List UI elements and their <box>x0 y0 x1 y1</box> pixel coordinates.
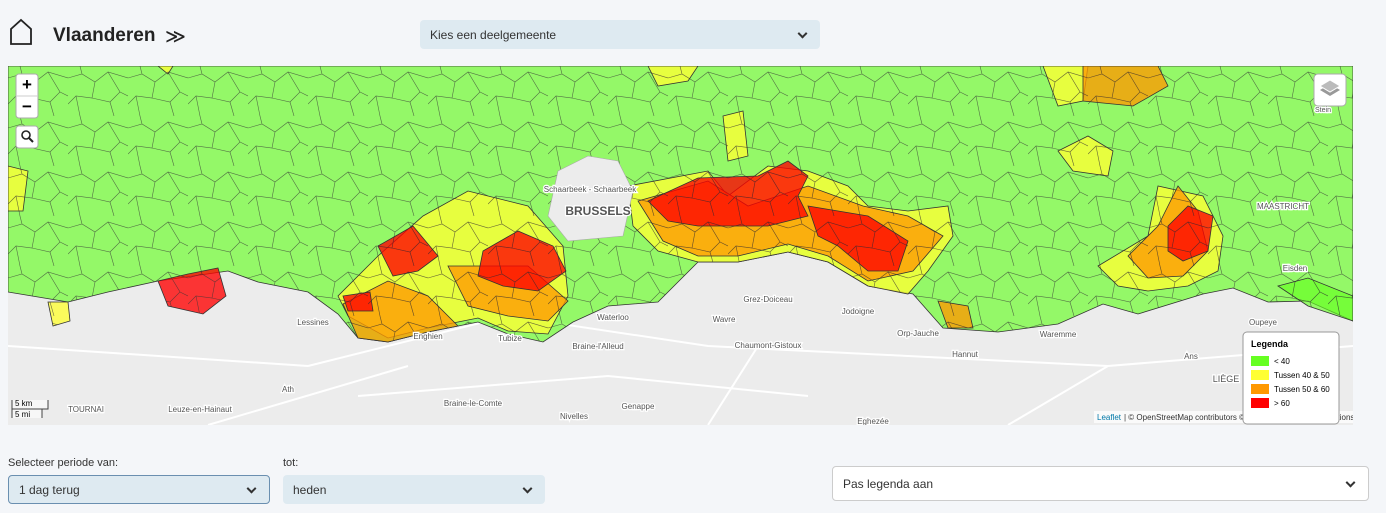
region-borders <box>938 301 973 328</box>
from-label: Selecteer periode van: <box>8 457 119 469</box>
place-label: MAASTRICHT <box>1257 202 1309 211</box>
place-label: Nivelles <box>560 412 588 421</box>
legend-label: > 60 <box>1274 399 1290 408</box>
region-borders <box>808 206 908 271</box>
place-label: Genappe <box>622 402 655 411</box>
legend-label: Tussen 50 & 60 <box>1274 385 1330 394</box>
select-text: Pas legenda aan <box>843 476 934 491</box>
legend-swatch <box>1251 398 1269 408</box>
region-borders <box>648 161 808 226</box>
map[interactable]: BRUSSELS Schaarbeek - Schaarbeek MAASTRICH… <box>8 66 1353 425</box>
attribution: | © OpenStreetMap contributors © CartoDB… <box>1124 413 1353 422</box>
to-select[interactable]: heden <box>283 475 545 504</box>
region-borders <box>1058 136 1113 176</box>
attribution-leaflet[interactable]: Leaflet <box>1097 413 1122 422</box>
place-label: Braine-l'Alleud <box>572 342 623 351</box>
zoom-control: + − <box>15 73 39 149</box>
zoom-in[interactable]: + <box>22 75 32 94</box>
region-borders <box>158 66 173 74</box>
place-label: Waremme <box>1040 330 1077 339</box>
legend-swatch <box>1251 384 1269 394</box>
legend-select[interactable]: Pas legenda aan <box>832 466 1369 501</box>
select-text: 1 dag terug <box>19 482 80 497</box>
place-label: Jodoigne <box>842 307 875 316</box>
region-borders <box>1168 206 1213 261</box>
region-borders <box>1043 66 1088 106</box>
to-label: tot: <box>283 457 299 469</box>
home-icon[interactable] <box>8 18 34 46</box>
region-borders <box>343 292 373 311</box>
place-label: Tubize <box>498 334 522 343</box>
place-label: TOURNAI <box>68 405 104 414</box>
from-select[interactable]: 1 dag terug <box>8 475 270 504</box>
place-label: Grez-Doiceau <box>743 295 792 304</box>
search-button[interactable] <box>15 125 39 149</box>
place-label: Leuze-en-Hainaut <box>168 405 232 414</box>
scale-mi: 5 mi <box>15 410 30 419</box>
place-label: Hannut <box>952 350 979 359</box>
region-borders <box>378 226 438 276</box>
region-borders <box>648 66 698 86</box>
place-label: Chaumont-Gistoux <box>735 341 802 350</box>
place-label: Enghien <box>413 332 442 341</box>
deelgemeente-select[interactable]: Kies een deelgemeente <box>420 20 820 49</box>
breadcrumb-arrow[interactable]: ≫ <box>165 26 186 48</box>
select-text: Kies een deelgemeente <box>430 27 557 42</box>
region-borders <box>1278 278 1353 321</box>
place-label: Waterloo <box>597 313 629 322</box>
place-label: LIÈGE <box>1213 374 1240 384</box>
region-borders <box>723 111 748 161</box>
legend-swatch <box>1251 356 1269 366</box>
region-borders <box>48 302 70 326</box>
place-label: Oupeye <box>1249 318 1278 327</box>
place-label: Orp-Jauche <box>897 329 939 338</box>
place-label: Lessines <box>297 318 329 327</box>
place-label: Ans <box>1184 352 1198 361</box>
layers-button[interactable] <box>1313 73 1347 107</box>
place-label: Wavre <box>713 315 736 324</box>
region-borders <box>478 231 566 291</box>
legend-label: < 40 <box>1274 357 1290 366</box>
scale-km: 5 km <box>15 399 33 408</box>
place-label: Eghezée <box>857 417 889 425</box>
place-label: Eisden <box>1283 264 1307 273</box>
place-label: Ath <box>282 385 294 394</box>
select-text: heden <box>293 482 327 497</box>
legend: Legenda < 40 Tussen 40 & 50 Tussen 50 & 60… <box>1242 331 1340 425</box>
place-label: Schaarbeek - Schaarbeek <box>544 185 638 194</box>
place-label: Braine-le-Comte <box>444 399 503 408</box>
region-borders <box>1083 66 1168 106</box>
legend-label: Tussen 40 & 50 <box>1274 371 1330 380</box>
region-borders <box>8 166 28 211</box>
region-borders <box>158 268 226 314</box>
legend-title: Legenda <box>1251 339 1289 349</box>
scale-bar: 5 km 5 mi <box>11 399 49 419</box>
title: Vlaanderen <box>53 25 156 46</box>
brussels <box>547 155 634 242</box>
region-borders <box>343 281 458 342</box>
zoom-out[interactable]: − <box>22 97 32 116</box>
place-label: BRUSSELS <box>565 204 630 218</box>
legend-swatch <box>1251 370 1269 380</box>
place-label: Stein <box>1315 107 1331 114</box>
